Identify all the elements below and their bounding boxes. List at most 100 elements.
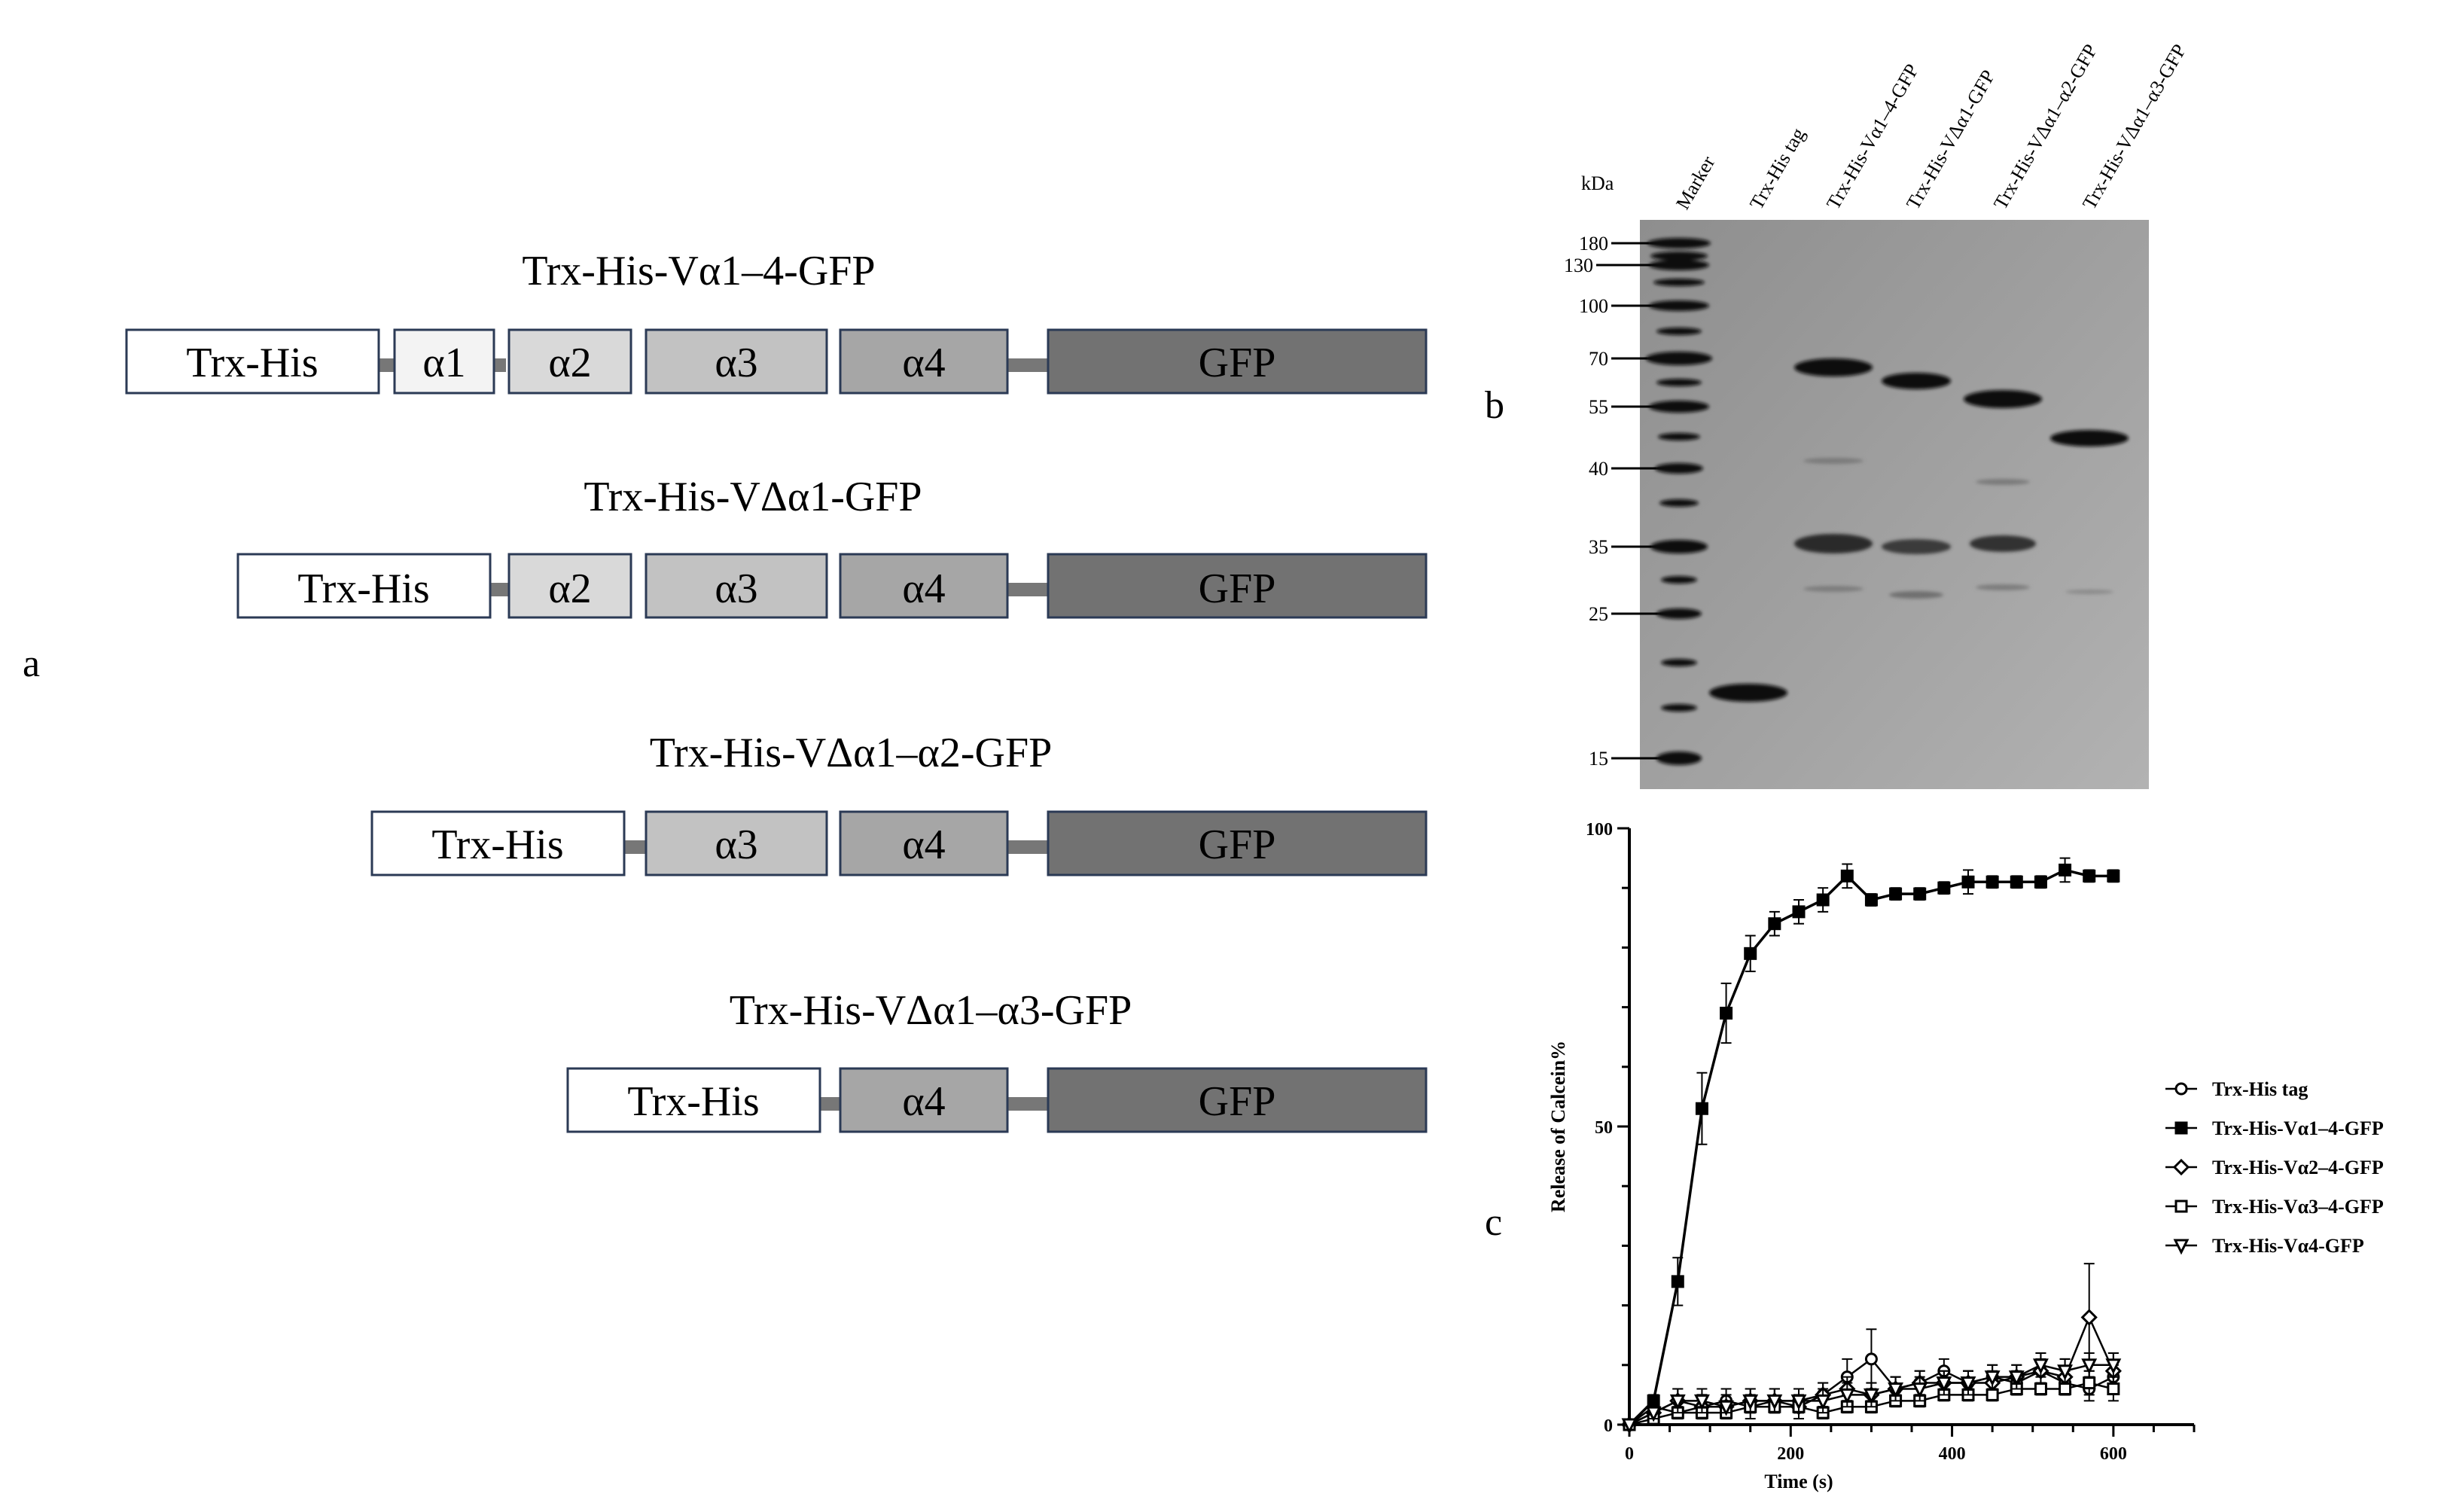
- marker-band: [1659, 499, 1699, 507]
- data-point: [2107, 1382, 2120, 1395]
- construct-2-domain-a3: [645, 553, 828, 619]
- tick-label-35: 35: [1589, 536, 1608, 558]
- data-point: [1694, 1394, 1710, 1410]
- construct-2-label-a2: α2: [548, 565, 591, 612]
- panel-a: a Trx-His-Vα1–4-GFP Trx-His α1 α2 α3 α4 …: [23, 248, 1428, 1133]
- lane-label-marker: Marker: [1672, 152, 1720, 213]
- marker-band: [1656, 328, 1702, 335]
- data-point: [1984, 1370, 2001, 1386]
- marker-band: [1661, 659, 1697, 666]
- construct-4-linker-line: [819, 1097, 845, 1111]
- data-point: [2034, 1382, 2047, 1395]
- band-construct-2-main: [1882, 373, 1951, 389]
- x-tick-label: 0: [1625, 1444, 1634, 1464]
- construct-3-label-a4: α4: [902, 822, 945, 868]
- data-point: [2083, 869, 2096, 883]
- tick-label-25: 25: [1589, 603, 1608, 625]
- band-construct-4-faint: [2065, 590, 2113, 594]
- data-point: [1888, 1382, 1903, 1398]
- data-point: [1815, 1394, 1831, 1410]
- lane-label-construct-2: Trx-His-VΔα1-GFP: [1902, 66, 1999, 213]
- data-point: [1913, 887, 1927, 901]
- construct-2-domain-a4: [839, 553, 1009, 619]
- construct-1-label-gfp: GFP: [1199, 340, 1276, 386]
- legend-entry: Trx-His-Vα2–4-GFP: [2212, 1157, 2384, 1178]
- data-point: [1937, 881, 1951, 895]
- construct-3-label-trx-his: Trx-His: [431, 822, 563, 868]
- construct-2-linker-line: [489, 583, 512, 596]
- marker-band: [1649, 260, 1709, 270]
- data-point: [1718, 1400, 1734, 1416]
- construct-1-label-a1: α1: [422, 340, 465, 386]
- construct-1-label-a3: α3: [715, 340, 757, 386]
- construct-1-domain-a4: [839, 328, 1009, 395]
- construct-4-domain-a4: [839, 1067, 1009, 1133]
- data-point: [2107, 869, 2120, 883]
- panel-b-letter: b: [1485, 384, 1504, 427]
- data-point: [1766, 1394, 1783, 1410]
- marker-band: [1658, 433, 1700, 440]
- x-tick-label: 400: [1939, 1444, 1966, 1464]
- panel-b: b kDa Marker Trx-His tag Trx-His-Vα1–4-G…: [1485, 41, 2190, 789]
- data-point: [1790, 1394, 1807, 1410]
- legend-marker: [2173, 1239, 2190, 1255]
- construct-4-label-trx-his: Trx-His: [627, 1078, 759, 1125]
- construct-3-domain-gfp: [1047, 810, 1428, 876]
- construct-1-domain-a1: [393, 328, 495, 395]
- data-point: [2105, 1358, 2122, 1375]
- construct-4: Trx-His-VΔα1–α3-GFP Trx-His α4 GFP: [566, 987, 1428, 1133]
- data-point: [2081, 1358, 2098, 1375]
- construct-4-title: Trx-His-VΔα1–α3-GFP: [730, 987, 1132, 1034]
- construct-1-domain-trx-his: [125, 328, 380, 395]
- x-axis-title: Time (s): [1764, 1471, 1833, 1492]
- construct-2-domain-gfp: [1047, 553, 1428, 619]
- tick-label-15: 15: [1589, 748, 1608, 770]
- data-point: [1816, 893, 1830, 907]
- legend-entry: Trx-His-Vα3–4-GFP: [2212, 1196, 2384, 1218]
- marker-band: [1661, 576, 1697, 584]
- data-point: [1936, 1376, 1952, 1392]
- data-point: [1889, 887, 1903, 901]
- band-construct-3-main: [1964, 390, 2042, 408]
- data-point: [2033, 1358, 2049, 1375]
- construct-1-title: Trx-His-Vα1–4-GFP: [522, 248, 875, 294]
- data-point: [2034, 875, 2047, 889]
- sample-lane-bands: [1709, 358, 2129, 702]
- data-point: [1669, 1394, 1686, 1410]
- data-point: [1621, 1418, 1638, 1434]
- construct-2-label-a3: α3: [715, 565, 757, 612]
- data-point: [2080, 1309, 2098, 1326]
- marker-band: [1661, 704, 1697, 712]
- marker-band: [1649, 300, 1709, 311]
- data-point: [2010, 875, 2023, 889]
- construct-3-domain-trx-his: [370, 810, 626, 876]
- marker-tick-labels: 180 130 100 70 55 40 35 25 15: [1564, 233, 1608, 770]
- data-point: [1960, 1376, 1976, 1392]
- construct-2-domain-trx-his: [236, 553, 492, 619]
- tick-label-180: 180: [1579, 233, 1608, 255]
- construct-1-linker-line-2: [1007, 358, 1048, 372]
- marker-band: [1656, 751, 1702, 765]
- panel-c-letter: c: [1485, 1201, 1502, 1244]
- band-construct-3-faint: [1976, 479, 2030, 485]
- data-point: [1840, 869, 1854, 883]
- data-point: [1645, 1406, 1662, 1422]
- y-tick-label: 0: [1604, 1416, 1613, 1436]
- construct-1-label-a4: α4: [902, 340, 945, 386]
- panel-a-letter: a: [23, 642, 40, 685]
- construct-2-linker-line-2: [1007, 583, 1048, 596]
- tick-label-40: 40: [1589, 458, 1608, 480]
- data-point: [1864, 893, 1878, 907]
- construct-4-domain-gfp: [1047, 1067, 1428, 1133]
- data-point: [1912, 1382, 1928, 1398]
- tick-label-70: 70: [1589, 348, 1608, 370]
- legend-marker: [2174, 1121, 2188, 1135]
- construct-4-label-gfp: GFP: [1199, 1078, 1276, 1125]
- y-tick-label: 50: [1595, 1118, 1613, 1138]
- legend-entry: Trx-His-Vα4-GFP: [2212, 1235, 2364, 1257]
- construct-1-domain-a2: [507, 328, 632, 395]
- construct-2-label-trx-his: Trx-His: [297, 565, 429, 612]
- data-point: [2059, 1382, 2072, 1395]
- construct-4-linker-line-2: [1007, 1097, 1048, 1111]
- data-point: [1792, 905, 1806, 919]
